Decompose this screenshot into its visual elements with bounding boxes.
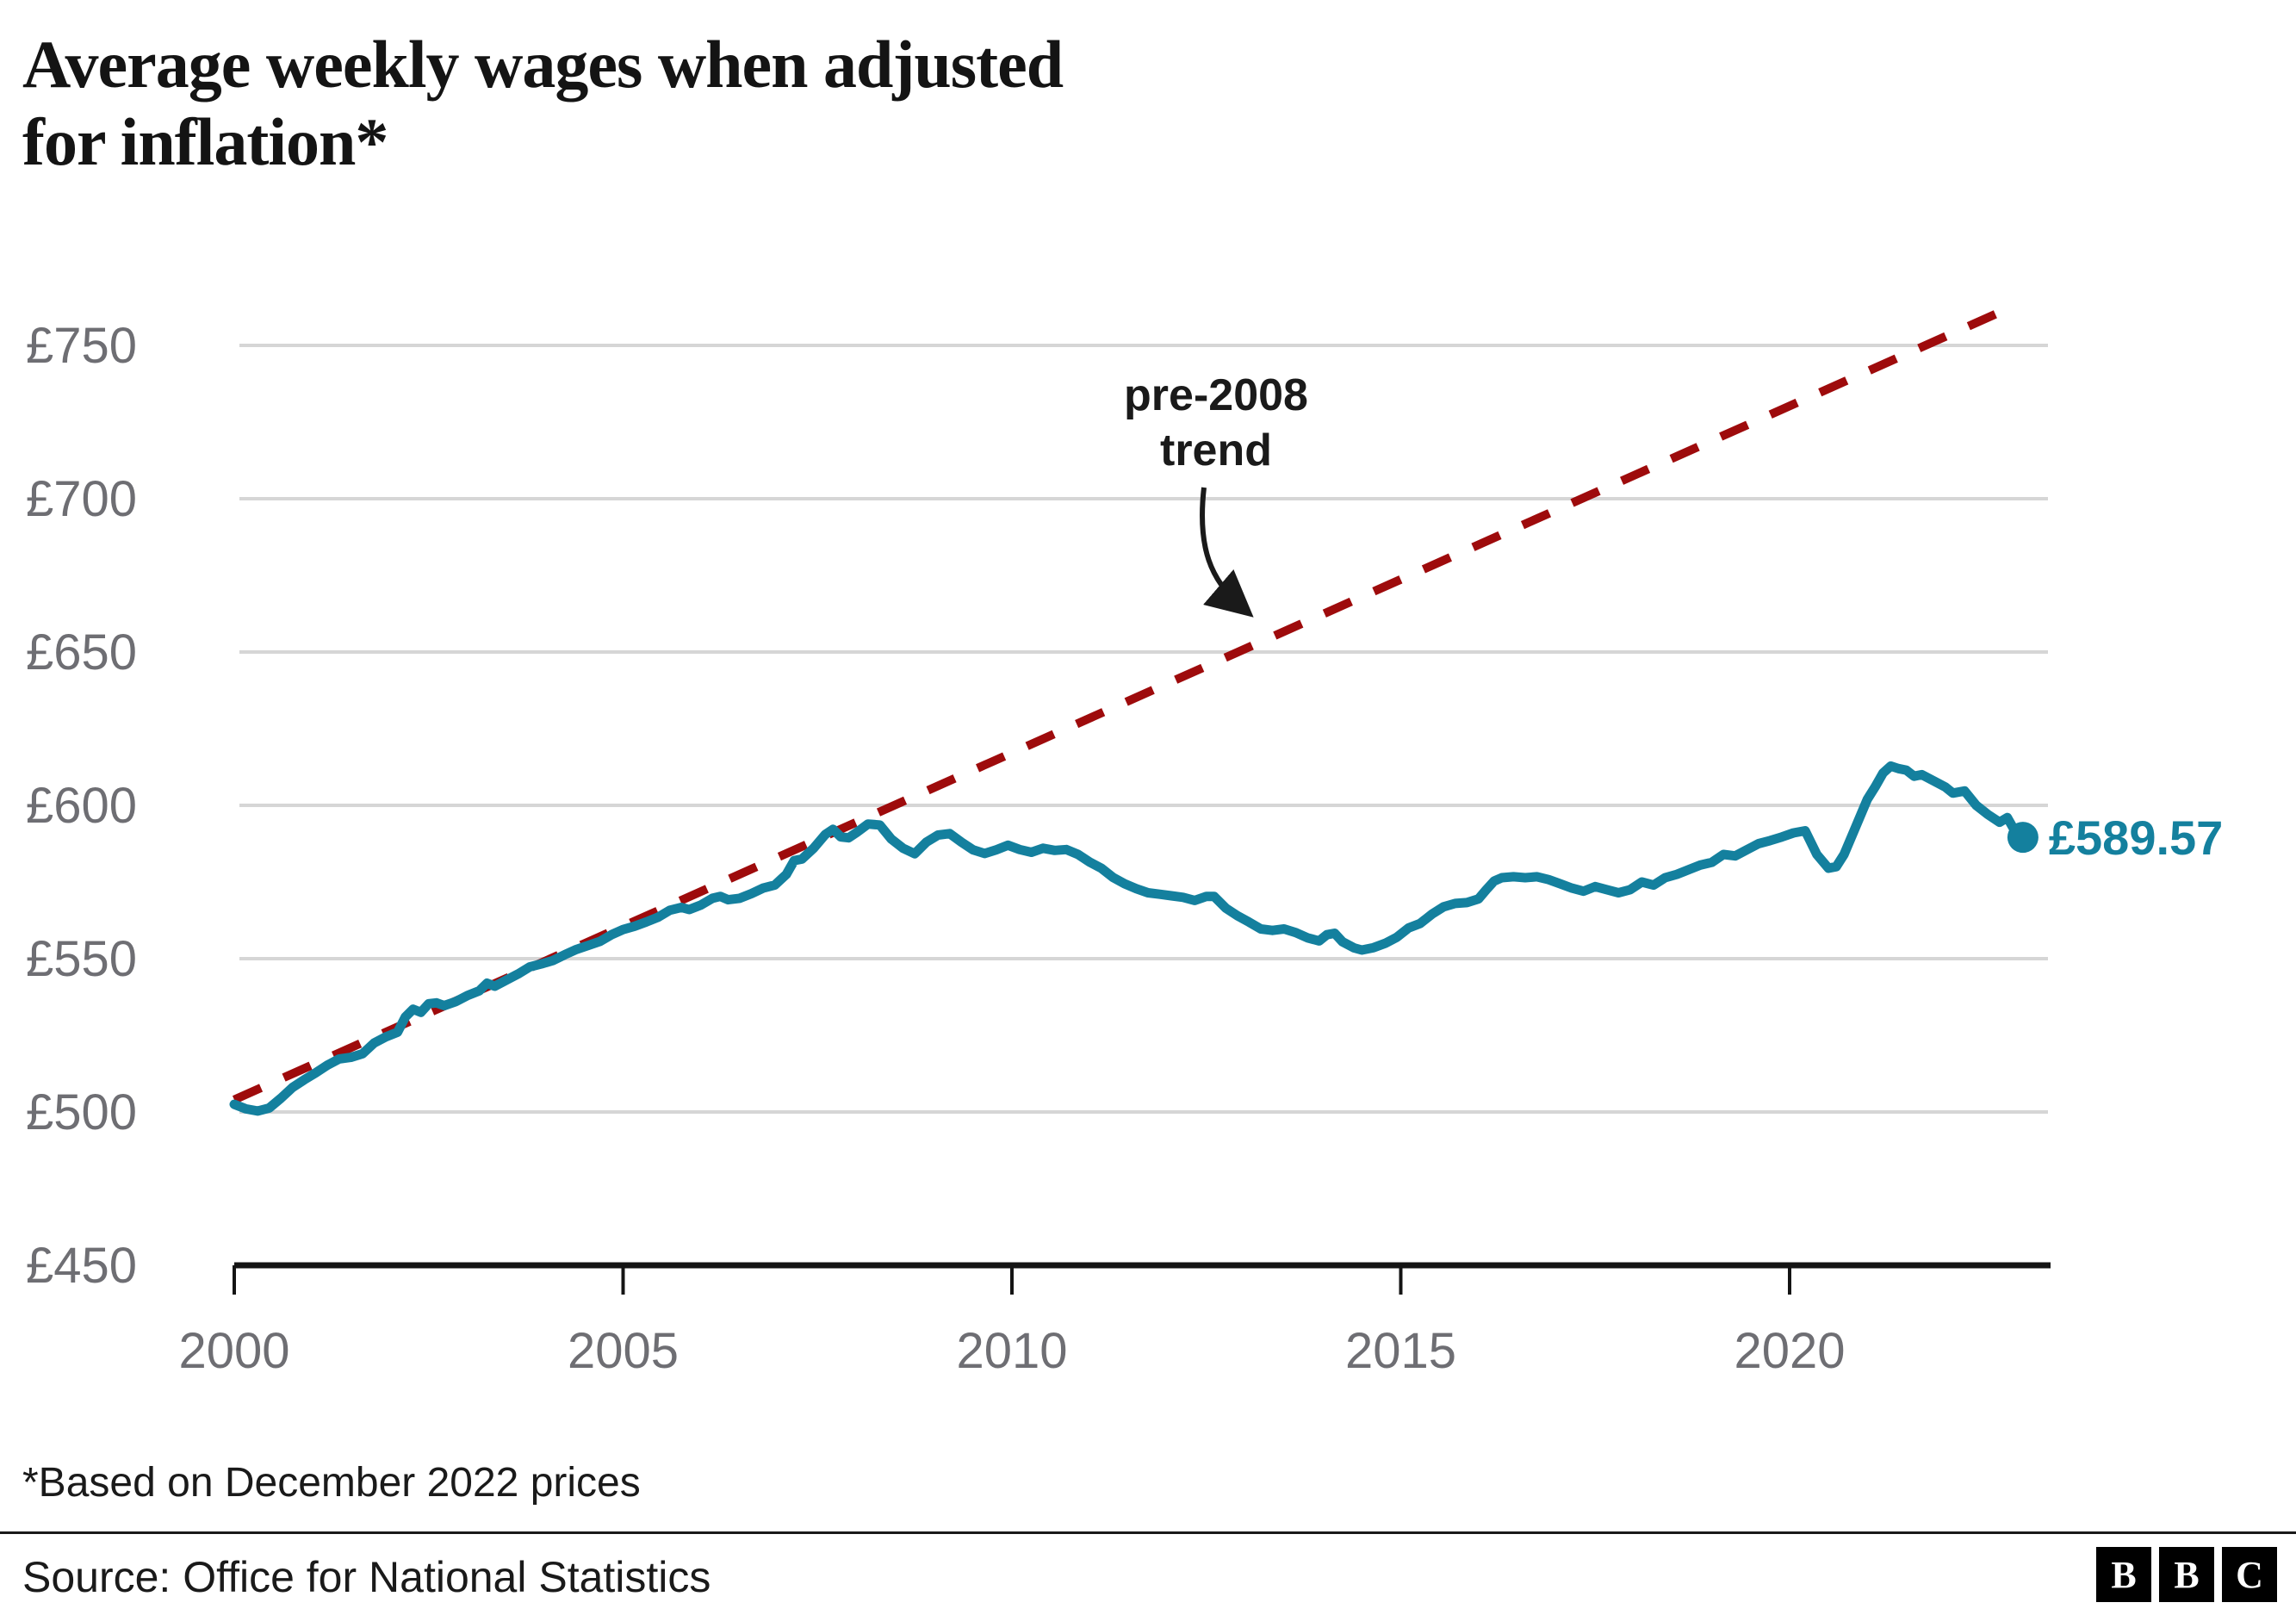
y-axis-label-650: £650 — [26, 624, 137, 680]
source-text: Source: Office for National Statistics — [22, 1553, 711, 1601]
page-title: Average weekly wages when adjusted for i… — [22, 26, 2089, 182]
end-value-label: £589.57 — [2049, 811, 2223, 865]
end-point-dot — [2007, 822, 2038, 854]
bbc-logo-letter-c: C — [2222, 1547, 2277, 1602]
bbc-logo: B B C — [2096, 1547, 2277, 1602]
x-axis-label-2015: 2015 — [1345, 1323, 1456, 1379]
annotation-arrow — [1199, 487, 1254, 618]
annotation-line-2: trend — [1160, 425, 1272, 475]
footer-divider — [0, 1531, 2296, 1534]
y-axis-label-450: £450 — [26, 1238, 137, 1294]
y-axis-label-600: £600 — [26, 778, 137, 834]
title-line-2: for inflation* — [22, 104, 388, 180]
chart-footnote: *Based on December 2022 prices — [22, 1460, 641, 1506]
x-axis-label-2000: 2000 — [178, 1323, 289, 1379]
title-line-1: Average weekly wages when adjusted — [22, 27, 1064, 102]
bbc-logo-letter-b2: B — [2159, 1547, 2214, 1602]
bbc-logo-letter-b1: B — [2096, 1547, 2151, 1602]
y-axis-label-550: £550 — [26, 931, 137, 987]
y-axis-label-750: £750 — [26, 318, 137, 374]
x-axis-label-2010: 2010 — [956, 1323, 1067, 1379]
y-axis-label-700: £700 — [26, 471, 137, 527]
wage-line — [229, 761, 2028, 1116]
x-axis-label-2020: 2020 — [1734, 1323, 1845, 1379]
x-axis-label-2005: 2005 — [568, 1323, 679, 1379]
annotation-line-1: pre-2008 — [1124, 370, 1308, 420]
y-axis-label-500: £500 — [26, 1084, 137, 1140]
